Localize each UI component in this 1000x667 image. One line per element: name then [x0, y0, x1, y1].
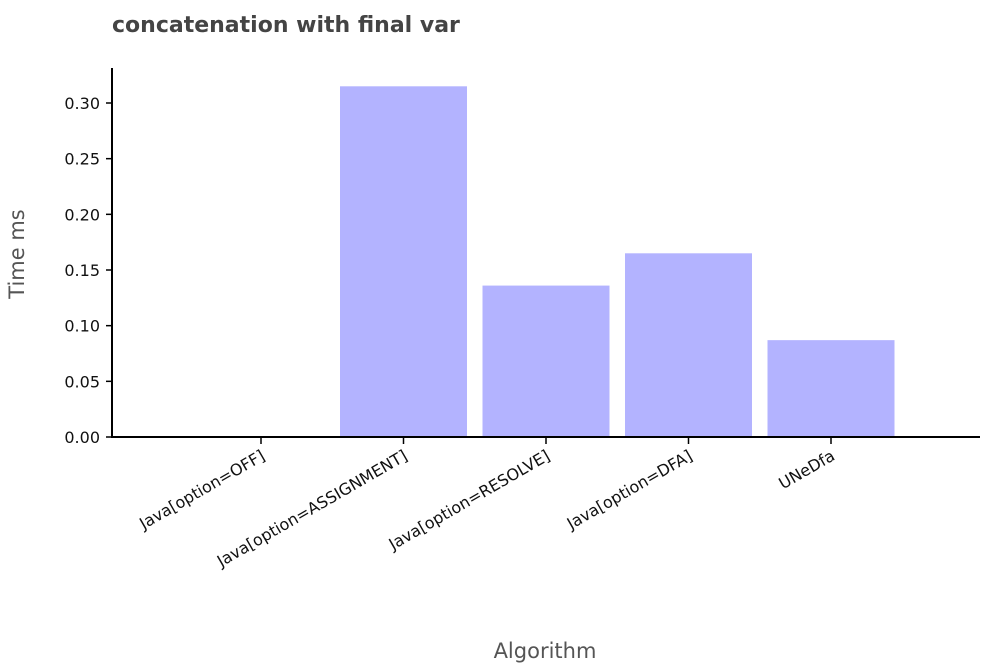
y-tick-label: 0.05: [64, 372, 100, 391]
y-axis-label: Time ms: [5, 209, 29, 299]
bar: [482, 285, 610, 437]
bar: [767, 340, 895, 437]
y-tick-label: 0.20: [64, 205, 100, 224]
bar: [340, 86, 467, 438]
bars: [340, 86, 895, 438]
x-tick-label: Java[option=DFA]: [563, 446, 696, 534]
y-tick-label: 0.10: [64, 317, 100, 336]
bar: [625, 253, 752, 437]
y-tick-label: 0.30: [64, 94, 100, 113]
y-tick-label: 0.15: [64, 261, 100, 280]
chart-title: concatenation with final var: [112, 13, 460, 38]
x-axis-label: Algorithm: [494, 639, 597, 663]
y-axis-ticks: 0.00 0.05 0.10 0.15 0.20 0.25 0.30: [64, 94, 112, 447]
x-tick-label: Java[option=OFF]: [135, 446, 268, 534]
y-tick-label: 0.00: [64, 428, 100, 447]
x-axis-ticks: Java[option=OFF]Java[option=ASSIGNMENT]J…: [135, 437, 838, 571]
x-tick-label: UNeDfa: [775, 446, 838, 493]
y-tick-label: 0.25: [64, 150, 100, 169]
